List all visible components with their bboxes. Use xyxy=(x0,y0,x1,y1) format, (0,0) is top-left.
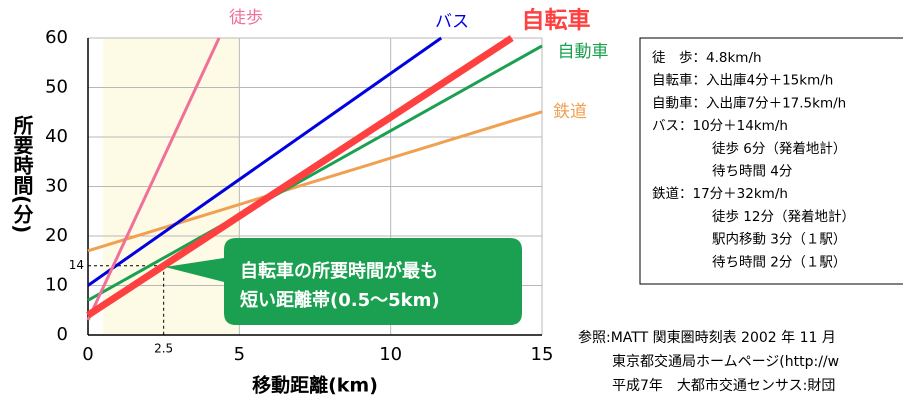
callout-text: 短い距離帯(0.5〜5km) xyxy=(240,289,440,311)
y-axis-label: 所要時間(分) xyxy=(10,115,34,234)
guide-label: 14 xyxy=(69,258,84,272)
y-tick-label: 30 xyxy=(45,176,68,197)
y-tick-label: 50 xyxy=(45,77,68,98)
reference-text: 東京都交通局ホームページ(http://w xyxy=(612,353,839,370)
callout-box xyxy=(165,238,522,325)
series-line xyxy=(87,36,443,287)
note-text: 徒 歩：4.8km/h xyxy=(652,50,762,66)
series-line xyxy=(87,44,543,302)
x-tick-label: 10 xyxy=(379,344,402,365)
series-label: バス xyxy=(435,12,469,32)
series-label: 徒歩 xyxy=(229,8,263,28)
y-tick-label: 40 xyxy=(45,126,68,147)
reference-text: 平成7年 大都市交通センサス:財団 xyxy=(612,377,835,394)
callout-text: 自転車の所要時間が最も xyxy=(240,260,438,282)
series-line xyxy=(86,35,514,319)
note-text: 待ち時間 2分（１駅） xyxy=(712,254,846,270)
note-text: 待ち時間 4分 xyxy=(712,164,792,180)
reference-text: 参照:MATT 関東圏時刻表 2002 年 11 月 xyxy=(578,329,836,346)
y-tick-label: 10 xyxy=(45,275,68,296)
y-tick-label: 60 xyxy=(45,27,68,48)
y-tick-label: 20 xyxy=(45,225,68,246)
note-text: 駅内移動 3分（１駅） xyxy=(712,232,846,248)
x-axis-label: 移動距離(km) xyxy=(252,374,378,397)
x-tick-label: 15 xyxy=(531,344,554,365)
note-text: 自転車：入出庫4分＋15km/h xyxy=(652,73,833,89)
series-label: 自転車 xyxy=(522,7,591,34)
series-label: 鉄道 xyxy=(553,102,587,122)
note-text: 鉄道：17分＋32km/h xyxy=(652,186,788,202)
note-text: 自動車：入出庫7分＋17.5km/h xyxy=(652,95,846,111)
series-line xyxy=(86,37,221,321)
y-tick-label: 0 xyxy=(57,324,68,345)
x-tick-label: 5 xyxy=(234,344,245,365)
note-text: 徒歩 12分（発着地計） xyxy=(712,208,855,225)
series-line xyxy=(87,110,543,253)
note-text: 徒歩 6分（発着地計） xyxy=(712,140,846,157)
note-text: バス：10分＋14km/h xyxy=(652,118,788,134)
notes-box xyxy=(639,37,903,285)
guide-label: 2.5 xyxy=(154,342,173,356)
series-label: 自動車 xyxy=(558,42,609,62)
x-tick-label: 0 xyxy=(82,344,93,365)
